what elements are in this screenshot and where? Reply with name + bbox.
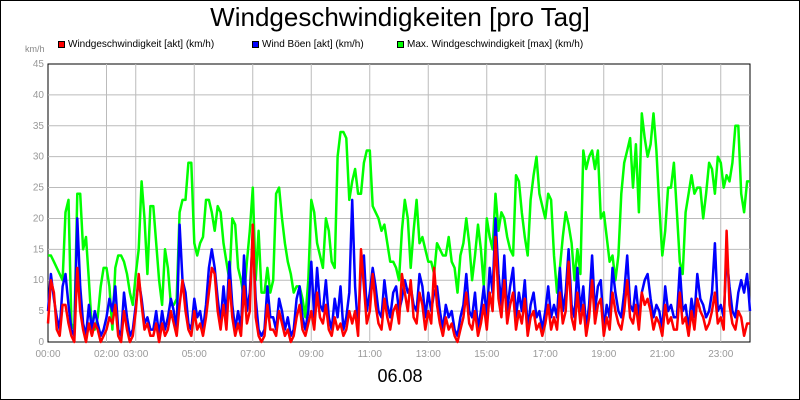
legend-swatch-blue	[252, 41, 259, 48]
legend-item-wind-gusts: Wind Böen [akt] (km/h)	[252, 39, 364, 50]
y-tick-label: 25	[33, 183, 45, 194]
y-axis-ticks: 0 5 10 15 20 25 30 35 40 45	[33, 59, 45, 348]
x-tick-label: 02:00	[94, 349, 119, 360]
plot-area	[47, 63, 751, 343]
legend-swatch-green	[397, 41, 404, 48]
x-tick-label: 09:00	[299, 349, 324, 360]
y-tick-label: 40	[33, 90, 45, 101]
y-tick-label: 20	[33, 213, 45, 224]
x-tick-label: 13:00	[416, 349, 441, 360]
series-layer	[46, 112, 752, 344]
chart-title: Windgeschwindigkeiten [pro Tag]	[210, 2, 590, 32]
x-tick-label: 07:00	[240, 349, 265, 360]
y-tick-label: 10	[33, 275, 45, 286]
legend-swatch-red	[58, 41, 65, 48]
y-tick-label: 30	[33, 152, 45, 163]
y-tick-label: 45	[33, 59, 45, 70]
x-tick-label: 05:00	[182, 349, 207, 360]
legend-item-wind-speed: Windgeschwindigkeit [akt] (km/h)	[58, 39, 214, 50]
series-line-2	[48, 112, 750, 331]
x-tick-label: 23:00	[708, 349, 733, 360]
legend-label-wind-speed: Windgeschwindigkeit [akt] (km/h)	[68, 39, 215, 50]
y-tick-label: 0	[38, 337, 44, 348]
x-tick-label: 17:00	[533, 349, 558, 360]
y-axis-unit-label: km/h	[25, 44, 45, 54]
x-tick-label: 03:00	[123, 349, 148, 360]
x-tick-label: 21:00	[650, 349, 675, 360]
x-tick-label: 19:00	[591, 349, 616, 360]
x-axis-ticks: 00:00 02:00 03:00 05:00 07:00 09:00 11:00 13:00…	[35, 349, 733, 360]
y-tick-label: 35	[33, 121, 45, 132]
legend-label-wind-gusts: Wind Böen [akt] (km/h)	[262, 39, 364, 50]
legend-label-max-wind-speed: Max. Windgeschwindigkeit [max] (km/h)	[407, 39, 584, 50]
x-tick-label: 11:00	[358, 349, 383, 360]
x-axis-date-label: 06.08	[377, 366, 423, 386]
y-tick-label: 15	[33, 244, 45, 255]
legend-item-max-wind-speed: Max. Windgeschwindigkeit [max] (km/h)	[397, 39, 583, 50]
y-tick-label: 5	[38, 306, 44, 317]
x-tick-label: 15:00	[474, 349, 499, 360]
series-line-0	[46, 223, 750, 344]
x-tick-label: 00:00	[35, 349, 60, 360]
